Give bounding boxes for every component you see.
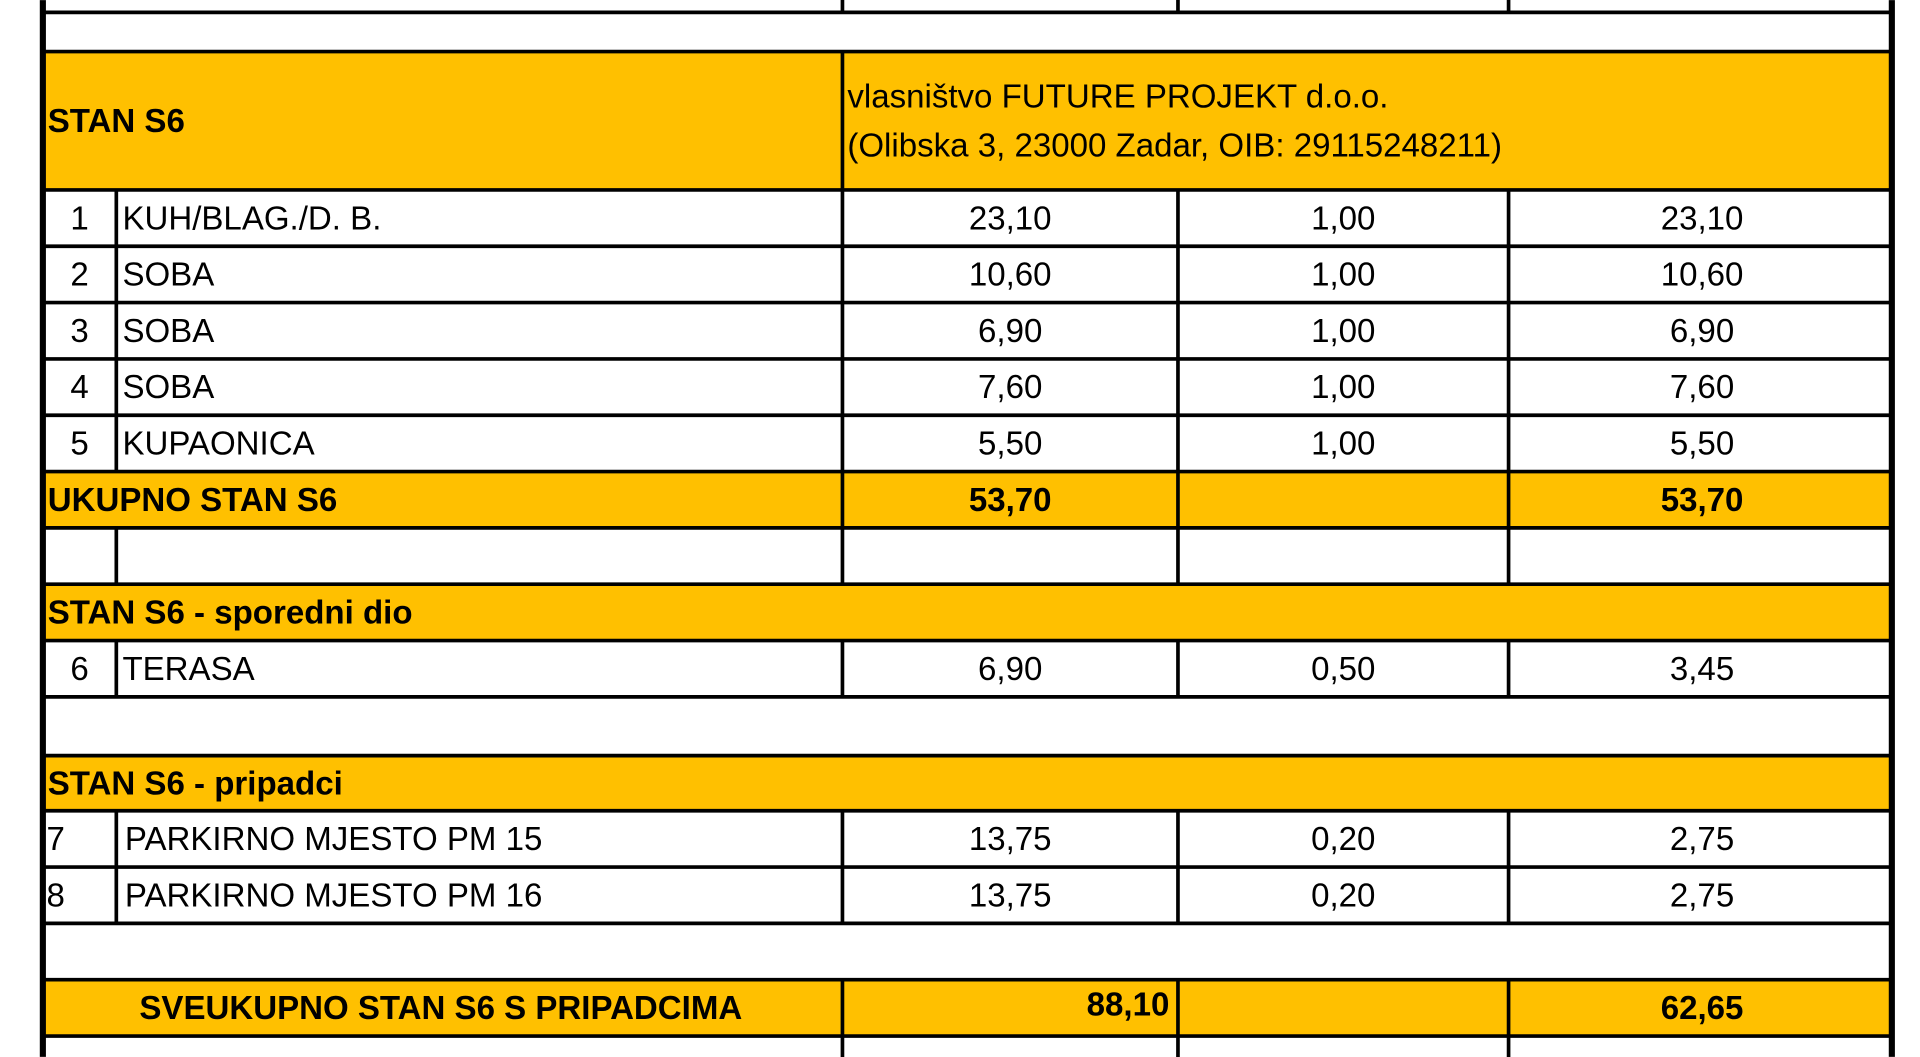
row-number: 2	[70, 257, 88, 294]
apartment-title: STAN S6	[48, 103, 185, 140]
net-area: 3,45	[1670, 651, 1734, 688]
area: 6,90	[978, 313, 1042, 350]
room-name: KUH/BLAG./D. B.	[122, 200, 381, 237]
subtotal-label: UKUPNO STAN S6	[48, 482, 338, 519]
net-area: 7,60	[1670, 369, 1734, 406]
room-name: PARKIRNO MJESTO PM 15	[125, 821, 542, 858]
coefficient: 0,20	[1311, 877, 1375, 914]
net-area: 2,75	[1670, 821, 1734, 858]
row-number: 7	[47, 821, 65, 858]
owner-line: (Olibska 3, 23000 Zadar, OIB: 2911524821…	[847, 127, 1502, 164]
net-area: 5,50	[1670, 426, 1734, 463]
net-area: 23,10	[1661, 200, 1744, 237]
area: 10,60	[969, 257, 1052, 294]
coefficient: 1,00	[1311, 200, 1375, 237]
section-title: STAN S6 - sporedni dio	[48, 595, 413, 632]
coefficient: 1,00	[1311, 369, 1375, 406]
room-name: PARKIRNO MJESTO PM 16	[125, 877, 542, 914]
coefficient: 1,00	[1311, 257, 1375, 294]
total-net: 62,65	[1661, 990, 1744, 1027]
net-area: 10,60	[1661, 257, 1744, 294]
section-title: STAN S6 - pripadci	[48, 765, 343, 802]
row-fill	[42, 584, 1892, 641]
area: 13,75	[969, 877, 1052, 914]
subtotal-area: 53,70	[969, 482, 1052, 519]
area: 6,90	[978, 651, 1042, 688]
room-name: SOBA	[122, 257, 214, 294]
row-fill	[42, 51, 1892, 190]
area: 7,60	[978, 369, 1042, 406]
row-number: 8	[47, 877, 65, 914]
subtotal-net: 53,70	[1661, 482, 1744, 519]
coefficient: 1,00	[1311, 313, 1375, 350]
coefficient: 0,50	[1311, 651, 1375, 688]
row-fill	[42, 755, 1892, 811]
room-name: SOBA	[122, 313, 214, 350]
room-name: TERASA	[122, 651, 254, 688]
row-number: 5	[70, 426, 88, 463]
row-fill	[42, 979, 1892, 1037]
row-fill	[42, 471, 1892, 528]
area: 23,10	[969, 200, 1052, 237]
coefficient: 0,20	[1311, 821, 1375, 858]
total-area: 88,10	[1087, 986, 1170, 1023]
room-name: SOBA	[122, 369, 214, 406]
net-area: 6,90	[1670, 313, 1734, 350]
row-number: 6	[70, 651, 88, 688]
room-name: KUPAONICA	[122, 426, 314, 463]
area: 13,75	[969, 821, 1052, 858]
area: 5,50	[978, 426, 1042, 463]
coefficient: 1,00	[1311, 426, 1375, 463]
row-number: 3	[70, 313, 88, 350]
row-number: 1	[70, 200, 88, 237]
total-label: SVEUKUPNO STAN S6 S PRIPADCIMA	[139, 990, 742, 1027]
owner-line: vlasništvo FUTURE PROJEKT d.o.o.	[847, 78, 1388, 115]
net-area: 2,75	[1670, 877, 1734, 914]
row-number: 4	[70, 369, 88, 406]
